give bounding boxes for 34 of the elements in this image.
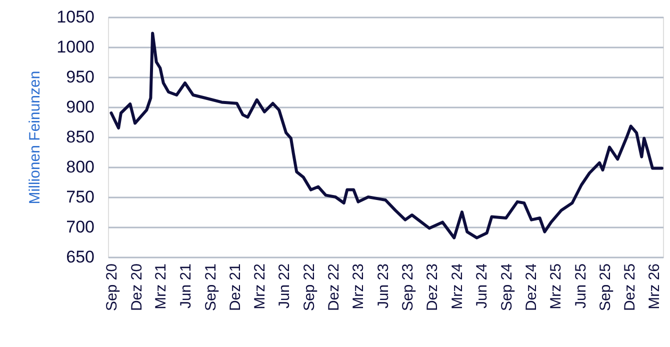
y-tick-label: 950 <box>66 68 94 86</box>
x-tick-label: Jun 24 <box>474 264 491 309</box>
x-tick-label: Mrz 23 <box>350 264 367 310</box>
y-tick-label: 900 <box>66 98 94 116</box>
x-tick-label: Sep 24 <box>498 264 516 312</box>
x-tick-label: Dez 24 <box>523 264 540 312</box>
x-tick-label: Sep 22 <box>300 264 318 312</box>
x-tick-label: Jun 21 <box>178 264 195 309</box>
x-tick-label: Mrz 22 <box>251 264 268 310</box>
x-tick-label: Mrz 25 <box>547 264 564 310</box>
line-series <box>110 32 664 240</box>
x-tick-label: Jun 25 <box>572 264 590 309</box>
x-tick-label: Sep 25 <box>597 264 614 312</box>
x-tick-label: Jun 22 <box>276 264 294 309</box>
x-tick-label: Dez 21 <box>226 264 244 312</box>
y-tick-label: 650 <box>66 248 94 266</box>
x-tick-label: Dez 22 <box>326 264 343 312</box>
x-tick-label: Mrz 26 <box>646 264 664 310</box>
x-tick-label: Dez 23 <box>424 264 442 312</box>
x-tick-label: Mrz 24 <box>448 264 466 310</box>
x-tick-label: Dez 20 <box>128 264 146 312</box>
y-tick-label: 850 <box>66 128 94 146</box>
x-tick-label: Sep 20 <box>104 264 121 312</box>
x-tick-label: Sep 23 <box>400 264 417 312</box>
y-tick-label: 800 <box>66 158 94 176</box>
y-axis-title: Millionen Feinunzen <box>26 70 44 204</box>
x-tick-label: Sep 21 <box>202 264 220 312</box>
y-tick-label: 1000 <box>56 38 94 56</box>
x-tick-label: Dez 25 <box>622 264 639 312</box>
x-tick-label: Jun 23 <box>374 264 392 309</box>
x-tick-label: Mrz 21 <box>152 264 170 310</box>
y-tick-label: 700 <box>66 218 94 236</box>
y-tick-label: 1050 <box>56 8 94 26</box>
y-tick-label: 750 <box>66 188 94 206</box>
